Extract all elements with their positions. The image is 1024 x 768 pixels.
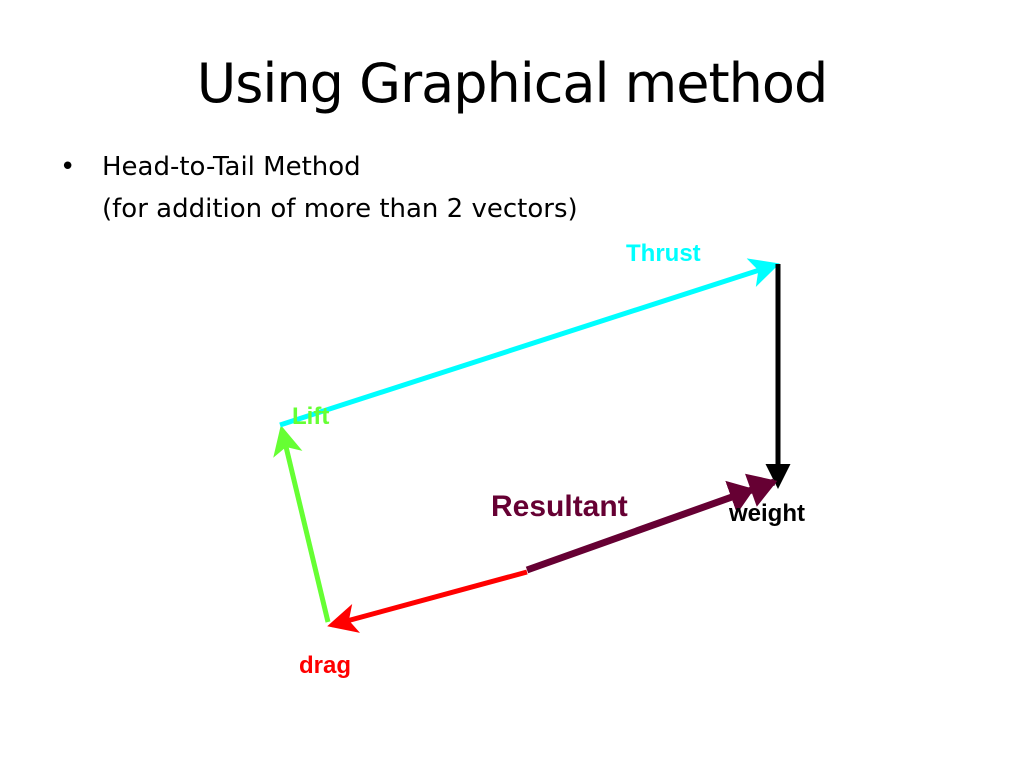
lift-label: Lift (292, 403, 330, 430)
lift-vector (273, 425, 331, 623)
slide-title: Using Graphical method (196, 52, 828, 115)
bullet-text: Head-to-Tail Method (102, 152, 361, 182)
drag-label: drag (299, 652, 352, 679)
weight-label: weight (729, 500, 805, 527)
bullet-marker: • (60, 152, 76, 182)
drag-vector (327, 569, 528, 633)
bullet-subtext: (for addition of more than 2 vectors) (102, 194, 578, 224)
thrust-label: Thrust (626, 240, 701, 267)
resultant-label: Resultant (491, 490, 628, 523)
thrust-vector (279, 258, 780, 428)
resultant-vector (525, 473, 778, 574)
